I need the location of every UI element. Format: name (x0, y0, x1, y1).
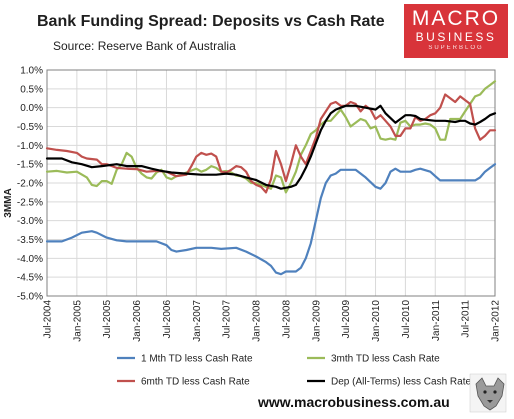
logo-line-1: MACRO (411, 7, 501, 30)
macrobusiness-logo: MACRO BUSINESS SUPERBLOG (404, 4, 508, 58)
x-tick-label: Jul-2009 (341, 300, 352, 339)
y-tick-label: -5.0% (17, 292, 43, 303)
x-tick-label: Jul-2005 (102, 300, 113, 339)
x-tick-label: Jul-2007 (222, 300, 233, 339)
grid-lines (46, 69, 496, 297)
series-line (45, 104, 497, 190)
x-tick-label: Jan-2007 (192, 300, 203, 342)
legend-label: 1 Mth TD less Cash Rate (141, 354, 253, 365)
legend-label: 3mth TD less Cash Rate (331, 354, 440, 365)
chart-title: Bank Funding Spread: Deposits vs Cash Ra… (37, 13, 385, 30)
logo-line-3: SUPERBLOG (428, 45, 484, 51)
plot-area-border (46, 69, 496, 297)
y-tick-label: -2.0% (17, 179, 43, 190)
legend-item: 6mth TD less Cash Rate (117, 377, 250, 388)
y-tick-label: -1.0% (17, 141, 43, 152)
x-tick-label: Jan-2006 (132, 300, 143, 342)
legend-label: Dep (All-Terms) less Cash Rate (331, 377, 471, 388)
series-line (45, 163, 497, 276)
legend-item: 3mth TD less Cash Rate (307, 354, 440, 365)
website-url: www.macrobusiness.com.au (258, 394, 450, 410)
y-tick-label: -0.5% (17, 122, 43, 133)
x-tick-label: Jul-2004 (43, 300, 54, 339)
x-tick-label: Jul-2011 (461, 300, 472, 338)
wolf-mascot-icon (469, 373, 507, 413)
x-tick-label: Jan-2010 (371, 300, 382, 342)
y-tick-label: -4.0% (17, 254, 43, 265)
series-lines (45, 80, 497, 276)
x-tick-label: Jul-2008 (281, 300, 292, 339)
y-tick-label: 0.5% (20, 84, 43, 95)
y-tick-label: 1.0% (20, 66, 43, 77)
x-tick-label: Jan-2009 (311, 300, 322, 342)
x-axis-tick-labels: Jul-2004 Jan-2005 Jul-2005 Jan-2006 Jul-2006… (43, 300, 502, 342)
legend-item: 1 Mth TD less Cash Rate (117, 354, 253, 365)
y-tick-label: -3.0% (17, 216, 43, 227)
legend-item: Dep (All-Terms) less Cash Rate (307, 377, 471, 388)
chart-source: Source: Reserve Bank of Australia (53, 39, 236, 53)
x-tick-label: Jan-2008 (252, 300, 263, 342)
x-tick-label: Jan-2011 (431, 300, 442, 341)
y-tick-label: -4.5% (17, 273, 43, 284)
y-tick-label: -2.5% (17, 197, 43, 208)
x-tick-label: Jul-2010 (401, 300, 412, 339)
y-tick-label: -1.5% (17, 160, 43, 171)
x-tick-label: Jan-2012 (491, 300, 502, 342)
y-tick-label: 0.0% (20, 103, 43, 114)
y-axis-label: 3MMA (3, 188, 14, 217)
legend: 1 Mth TD less Cash Rate 3mth TD less Cash… (117, 354, 471, 388)
y-axis-tick-labels: 1.0% 0.5% 0.0% -0.5% -1.0% -1.5% -2.0% -2.5% -3.… (17, 66, 43, 303)
legend-label: 6mth TD less Cash Rate (141, 377, 250, 388)
logo-line-2: BUSINESS (415, 30, 497, 44)
y-tick-label: -3.5% (17, 235, 43, 246)
x-tick-label: Jan-2005 (72, 300, 83, 342)
x-tick-label: Jul-2006 (162, 300, 173, 339)
